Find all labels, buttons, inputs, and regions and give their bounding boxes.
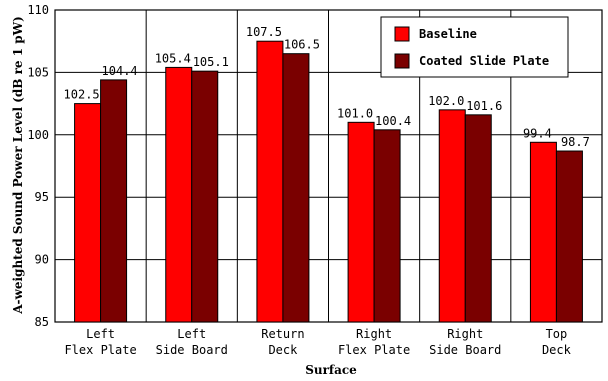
x-category-label: Flex Plate <box>64 343 136 357</box>
y-tick-label: 90 <box>35 253 49 267</box>
bar <box>100 79 128 323</box>
bar <box>373 129 401 323</box>
data-label: 98.7 <box>561 135 590 149</box>
x-category-label: Flex Plate <box>338 343 410 357</box>
data-label: 107.5 <box>246 25 282 39</box>
data-label: 99.4 <box>523 126 552 140</box>
x-category-label: Left <box>177 327 206 341</box>
bar <box>529 141 557 323</box>
x-axis-categories: Left Flex Plate Left Side Board Return Deck Ri… <box>64 327 571 357</box>
x-category-label: Right <box>447 327 483 341</box>
data-label: 101.6 <box>466 99 502 113</box>
x-category-label: Deck <box>542 343 572 357</box>
y-axis-title: A-weighted Sound Power Level (dB re 1 pW… <box>11 16 25 315</box>
data-label: 101.0 <box>337 106 373 120</box>
x-category-label: Side Board <box>429 343 501 357</box>
data-label: 105.1 <box>193 55 229 69</box>
legend-box <box>380 16 569 78</box>
data-label: 104.4 <box>102 64 138 78</box>
x-category-label: Top <box>546 327 568 341</box>
bar <box>282 53 310 323</box>
bar <box>256 40 284 323</box>
data-label: 106.5 <box>284 38 320 52</box>
data-label: 100.4 <box>375 114 411 128</box>
data-labels: 102.5 105.4 107.5 101.0 102.0 99.4 104.4 105.1 1… <box>64 25 590 149</box>
bar <box>438 109 466 323</box>
bar <box>191 70 219 323</box>
bar <box>165 66 193 323</box>
y-tick-label: 105 <box>27 65 49 79</box>
y-tick-label: 100 <box>27 128 49 142</box>
bar <box>74 103 102 323</box>
x-category-label: Deck <box>268 343 298 357</box>
bar <box>464 114 492 323</box>
x-category-label: Left <box>86 327 115 341</box>
legend-swatch <box>394 53 410 69</box>
y-tick-label: 110 <box>27 3 49 17</box>
y-axis-ticks: 85 90 95 100 105 110 <box>27 3 49 329</box>
bar <box>347 121 375 323</box>
bar <box>555 150 583 323</box>
y-tick-label: 85 <box>35 315 49 329</box>
data-label: 102.0 <box>428 94 464 108</box>
bars <box>74 40 583 323</box>
x-category-label: Right <box>356 327 392 341</box>
legend: Baseline Coated Slide Plate <box>380 16 569 78</box>
x-category-label: Side Board <box>156 343 228 357</box>
legend-label: Baseline <box>419 27 477 41</box>
legend-swatch <box>394 26 410 42</box>
x-category-label: Return <box>261 327 304 341</box>
x-axis-title: Surface <box>305 363 357 377</box>
data-label: 105.4 <box>155 51 191 65</box>
data-label: 102.5 <box>64 88 100 102</box>
y-tick-label: 95 <box>35 190 49 204</box>
legend-label: Coated Slide Plate <box>419 54 549 68</box>
